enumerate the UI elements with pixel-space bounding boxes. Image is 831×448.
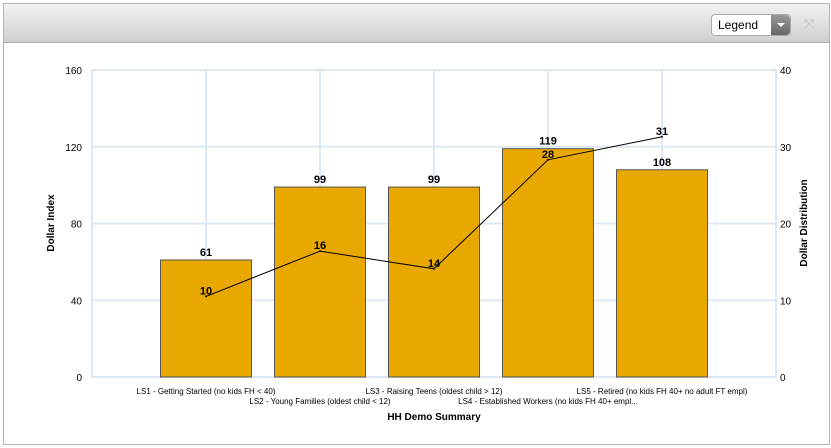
bar-data-label: 119	[539, 136, 557, 148]
line-point	[433, 267, 435, 270]
expand-icon[interactable]: ⤧	[804, 16, 815, 31]
line-data-label: 16	[314, 240, 326, 252]
line-point	[319, 250, 321, 253]
y2-tick-label: 30	[780, 143, 792, 154]
bar-data-label: 61	[200, 247, 212, 259]
y2-axis-title: Dollar Distribution	[799, 179, 810, 266]
y-axis-title: Dollar Index	[46, 194, 57, 252]
bar	[160, 259, 252, 378]
bar	[274, 186, 366, 378]
x-axis-title: HH Demo Summary	[387, 412, 481, 423]
y2-tick-label: 20	[780, 220, 792, 231]
y-tick-label: 40	[71, 296, 83, 307]
x-tick-label: LS1 - Getting Started (no kids FH < 40)	[137, 387, 276, 396]
line-data-label: 14	[428, 258, 441, 270]
bar	[388, 186, 480, 378]
bar	[616, 169, 708, 378]
legend-dropdown-label: Legend	[718, 18, 759, 32]
line-point	[205, 295, 207, 298]
bar-data-label: 108	[653, 157, 671, 169]
y2-tick-label: 40	[780, 66, 792, 77]
bar-data-label: 99	[314, 174, 326, 186]
x-tick-label: LS2 - Young Families (oldest child < 12)	[249, 397, 391, 406]
bar-data-label: 99	[428, 174, 440, 186]
y2-tick-label: 0	[780, 373, 786, 384]
x-tick-label: LS4 - Established Workers (no kids FH 40…	[458, 397, 638, 406]
y-tick-label: 80	[71, 220, 83, 231]
x-tick-label: LS3 - Raising Teens (oldest child > 12)	[365, 387, 502, 396]
y-tick-label: 0	[76, 373, 82, 384]
bar	[502, 148, 594, 378]
line-point	[547, 158, 549, 161]
line-data-label: 31	[656, 126, 668, 138]
legend-dropdown[interactable]: Legend	[711, 14, 791, 36]
toolbar: Legend ⤧	[4, 4, 829, 43]
x-tick-label: LS5 - Retired (no kids FH 40+ no adult F…	[577, 387, 748, 396]
line-data-label: 10	[200, 285, 212, 297]
chevron-down-icon[interactable]	[771, 15, 790, 35]
y-tick-label: 120	[65, 143, 82, 154]
y2-tick-label: 10	[780, 296, 792, 307]
line-point	[661, 135, 663, 138]
line-data-label: 28	[542, 149, 554, 161]
y-tick-label: 160	[65, 66, 82, 77]
